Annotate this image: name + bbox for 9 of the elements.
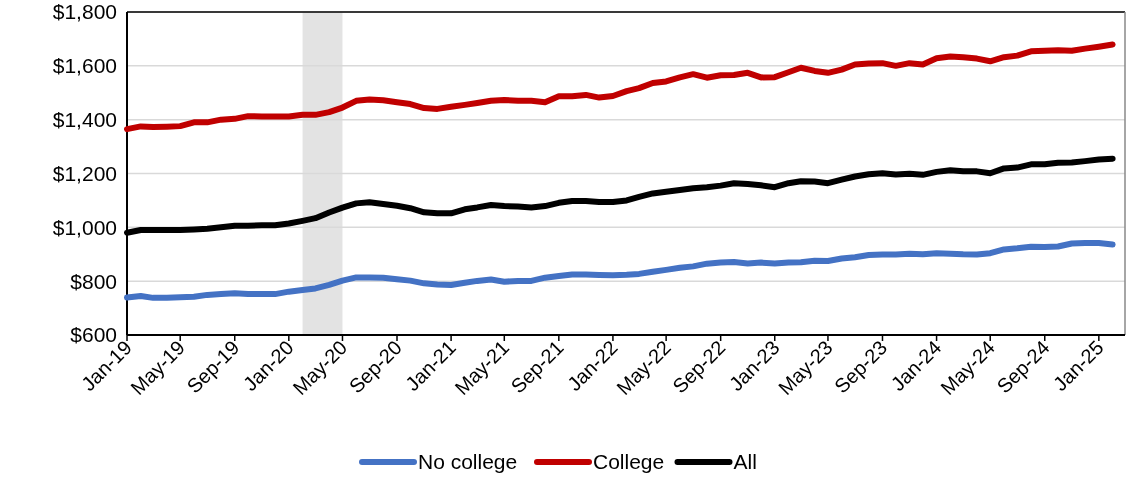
y-tick-label: $800: [70, 269, 117, 293]
y-tick-label: $1,200: [52, 161, 117, 185]
y-tick-label: $1,600: [52, 54, 117, 78]
legend-label: All: [733, 450, 757, 474]
legend-label: College: [593, 450, 665, 474]
legend-label: No college: [418, 450, 518, 474]
y-tick-label: $1,400: [52, 108, 117, 132]
y-tick-label: $1,800: [52, 0, 117, 24]
y-tick-label: $1,000: [52, 215, 117, 239]
